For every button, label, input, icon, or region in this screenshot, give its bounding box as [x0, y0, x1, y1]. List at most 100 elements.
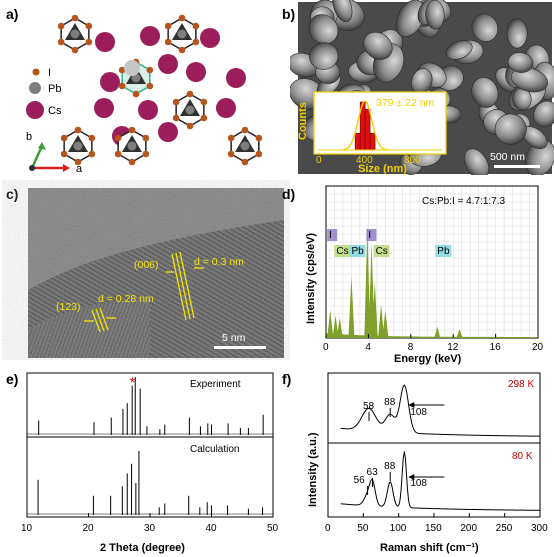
xrd-bottom-label: Calculation	[190, 444, 239, 455]
inset-xtick-2: 800	[404, 155, 421, 166]
i-atom	[200, 98, 208, 106]
histogram-bar	[364, 108, 371, 151]
panel-f-label: f)	[282, 371, 292, 387]
raman-xtick: 200	[460, 523, 477, 534]
panel-e: e) 10 20 30 40 50 Experiment Calculation * 2…	[0, 365, 290, 557]
i-atom	[74, 126, 82, 134]
eds-element-label: Pb	[351, 246, 364, 257]
gaussian-fit	[342, 100, 388, 151]
panel-a-label: a)	[6, 6, 19, 22]
i-atom	[128, 158, 136, 166]
cs-atom	[216, 98, 236, 118]
i-atom	[227, 134, 235, 142]
raman-curve-80k	[340, 451, 541, 511]
inset-ylabel: Counts	[297, 102, 309, 140]
sem-grain	[395, 0, 425, 38]
i-atom	[146, 66, 154, 74]
xrd-xlabel: 2 Theta (degree)	[100, 542, 185, 554]
i-atom	[241, 126, 249, 134]
sem-grain	[309, 42, 339, 70]
pb-atom	[185, 105, 195, 115]
eds-xtick: 8	[408, 342, 414, 353]
sem-grain	[506, 18, 528, 49]
eds-peak	[364, 226, 371, 338]
eds-ylabel: Intensity (cps/eV)	[305, 233, 317, 324]
panel-f: f) 0 50 100 150 200 250 300 298 K 80 K Intensi…	[282, 365, 554, 557]
hrtem-image: (006) d = 0.3 nm (123) d = 0.28 nm 5 nm	[28, 188, 284, 358]
eds-element-label: Cs	[336, 246, 348, 257]
d-spacing-1: d = 0.3 nm	[194, 256, 244, 268]
raman-peak-label: 58	[363, 401, 375, 412]
i-atom	[60, 134, 68, 142]
i-atom	[227, 150, 235, 158]
raman-xtick: 300	[531, 523, 548, 534]
i-atom	[172, 98, 180, 106]
cs-atom	[95, 32, 115, 52]
i-atom	[128, 126, 136, 134]
pb-atom	[73, 141, 83, 151]
sem-grain	[507, 52, 534, 73]
eds-peak	[327, 310, 334, 338]
panel-c-label: c)	[6, 186, 19, 202]
axis-a-label: a	[76, 163, 83, 175]
i-atom	[114, 150, 122, 158]
legend-cs: Cs	[48, 105, 62, 117]
histogram-inset	[313, 91, 447, 155]
panel-c: c) (006) d = 0.3 nm	[0, 180, 290, 360]
xrd-xtick: 50	[267, 523, 279, 534]
cs-atom	[158, 54, 178, 74]
cs-atom	[200, 28, 220, 48]
eds-xtick: 4	[365, 342, 371, 353]
raman-spectra: 0 50 100 150 200 250 300 298 K 80 K Intensity …	[307, 372, 548, 554]
i-atom	[88, 134, 96, 142]
i-atom	[88, 150, 96, 158]
panel-b: b) Counts Size (nm) 0 400 800 379 ± 22 n…	[282, 0, 554, 175]
i-atom	[57, 38, 65, 46]
legend-i: I	[48, 67, 51, 79]
size-annotation: 379 ± 22 nm	[376, 97, 435, 109]
cs-atom	[158, 122, 178, 142]
sem-grain	[494, 113, 527, 145]
eds-element-label: I	[329, 230, 332, 241]
eds-xtick: 20	[532, 342, 544, 353]
raman-ylabel: Intensity (a.u.)	[307, 432, 319, 507]
i-atom	[85, 22, 93, 30]
i-atom	[178, 46, 186, 54]
xrd-xtick: 20	[83, 523, 95, 534]
crystal-structure: I Pb Cs b a	[26, 14, 263, 175]
scale-bar-label: 5 nm	[222, 332, 246, 344]
xrd-xtick: 40	[206, 523, 218, 534]
raman-peak-label: 88	[384, 397, 396, 408]
i-atom	[118, 66, 126, 74]
b-axis-arrow	[30, 145, 44, 169]
panel-e-label: e)	[6, 371, 19, 387]
cs-atom	[100, 72, 120, 92]
eds-ratio: Cs:Pb:I = 4.7:1:7.3	[422, 196, 506, 207]
eds-element-label: Cs	[376, 246, 388, 257]
eds-peak	[332, 315, 339, 338]
i-atom	[192, 38, 200, 46]
i-atom	[57, 22, 65, 30]
cs-atom	[226, 68, 246, 88]
pb-atom	[127, 141, 137, 151]
i-atom	[132, 90, 140, 98]
inset-xtick-0: 0	[316, 155, 322, 166]
i-atom	[255, 134, 263, 142]
plane-123: (123)	[56, 301, 81, 313]
eds-element-label: Pb	[437, 246, 450, 257]
temp-bottom: 80 K	[512, 451, 533, 462]
eds-xtick: 16	[490, 342, 502, 353]
i-atom	[192, 22, 200, 30]
i-atom	[118, 82, 126, 90]
xrd-top-label: Experiment	[190, 379, 241, 390]
sem-grain	[308, 14, 339, 45]
i-atom	[186, 90, 194, 98]
pb-atom	[177, 29, 187, 39]
i-atom	[164, 22, 172, 30]
sem-grain	[510, 67, 548, 93]
eds-spectrum: 0 4 8 12 16 20 Cs:Pb:I = 4.7:1:7.3 Intensity …	[305, 185, 544, 365]
d-spacing-2: d = 0.28 nm	[98, 293, 154, 305]
xrd-xtick: 30	[144, 523, 156, 534]
scale-bar	[214, 346, 266, 349]
eds-xtick: 0	[323, 342, 329, 353]
